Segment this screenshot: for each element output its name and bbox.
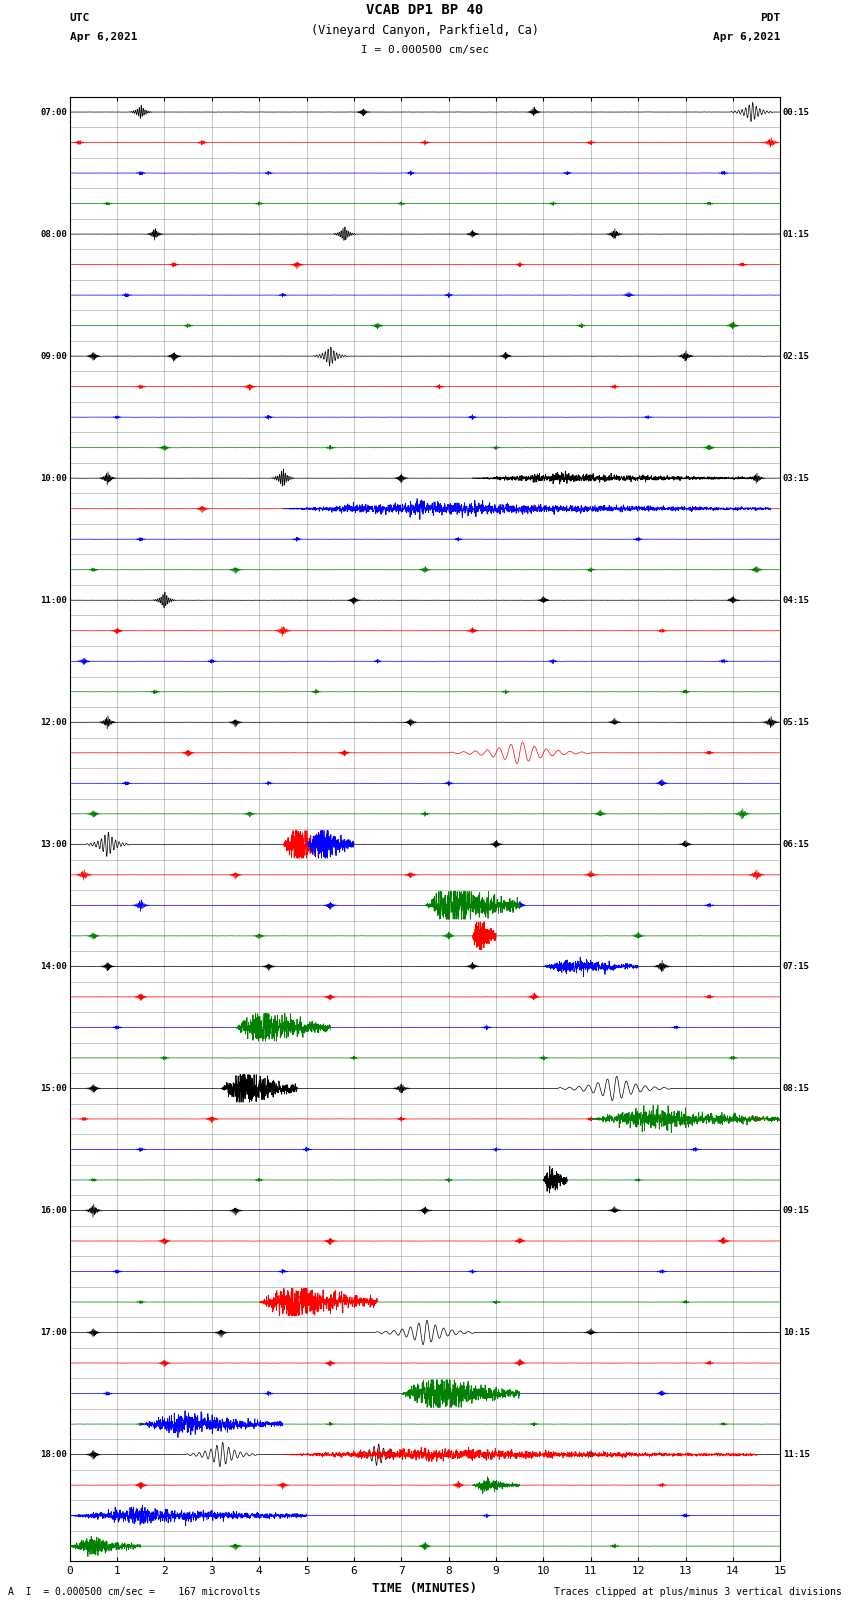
- Text: Apr 6,2021: Apr 6,2021: [713, 32, 780, 42]
- Text: 01:15: 01:15: [783, 229, 810, 239]
- Text: A  I  = 0.000500 cm/sec =    167 microvolts: A I = 0.000500 cm/sec = 167 microvolts: [8, 1587, 261, 1597]
- Text: UTC: UTC: [70, 13, 90, 23]
- Text: 11:00: 11:00: [40, 595, 67, 605]
- Text: VCAB DP1 BP 40: VCAB DP1 BP 40: [366, 3, 484, 18]
- Text: I = 0.000500 cm/sec: I = 0.000500 cm/sec: [361, 45, 489, 55]
- Text: 18:00: 18:00: [40, 1450, 67, 1460]
- Text: 07:15: 07:15: [783, 961, 810, 971]
- Text: 13:00: 13:00: [40, 840, 67, 848]
- Text: 12:00: 12:00: [40, 718, 67, 727]
- Text: 07:00: 07:00: [40, 108, 67, 116]
- Text: 00:15: 00:15: [783, 108, 810, 116]
- Text: 06:15: 06:15: [783, 840, 810, 848]
- Text: Apr 6,2021: Apr 6,2021: [70, 32, 137, 42]
- Text: 04:15: 04:15: [783, 595, 810, 605]
- Text: 17:00: 17:00: [40, 1327, 67, 1337]
- Text: 10:00: 10:00: [40, 474, 67, 482]
- Text: 09:00: 09:00: [40, 352, 67, 361]
- Text: 16:00: 16:00: [40, 1207, 67, 1215]
- Text: 14:00: 14:00: [40, 961, 67, 971]
- X-axis label: TIME (MINUTES): TIME (MINUTES): [372, 1582, 478, 1595]
- Text: 02:15: 02:15: [783, 352, 810, 361]
- Text: 15:00: 15:00: [40, 1084, 67, 1094]
- Text: 03:15: 03:15: [783, 474, 810, 482]
- Text: Traces clipped at plus/minus 3 vertical divisions: Traces clipped at plus/minus 3 vertical …: [553, 1587, 842, 1597]
- Text: 10:15: 10:15: [783, 1327, 810, 1337]
- Text: 08:00: 08:00: [40, 229, 67, 239]
- Text: PDT: PDT: [760, 13, 780, 23]
- Text: 08:15: 08:15: [783, 1084, 810, 1094]
- Text: (Vineyard Canyon, Parkfield, Ca): (Vineyard Canyon, Parkfield, Ca): [311, 24, 539, 37]
- Text: 09:15: 09:15: [783, 1207, 810, 1215]
- Text: 05:15: 05:15: [783, 718, 810, 727]
- Text: 11:15: 11:15: [783, 1450, 810, 1460]
